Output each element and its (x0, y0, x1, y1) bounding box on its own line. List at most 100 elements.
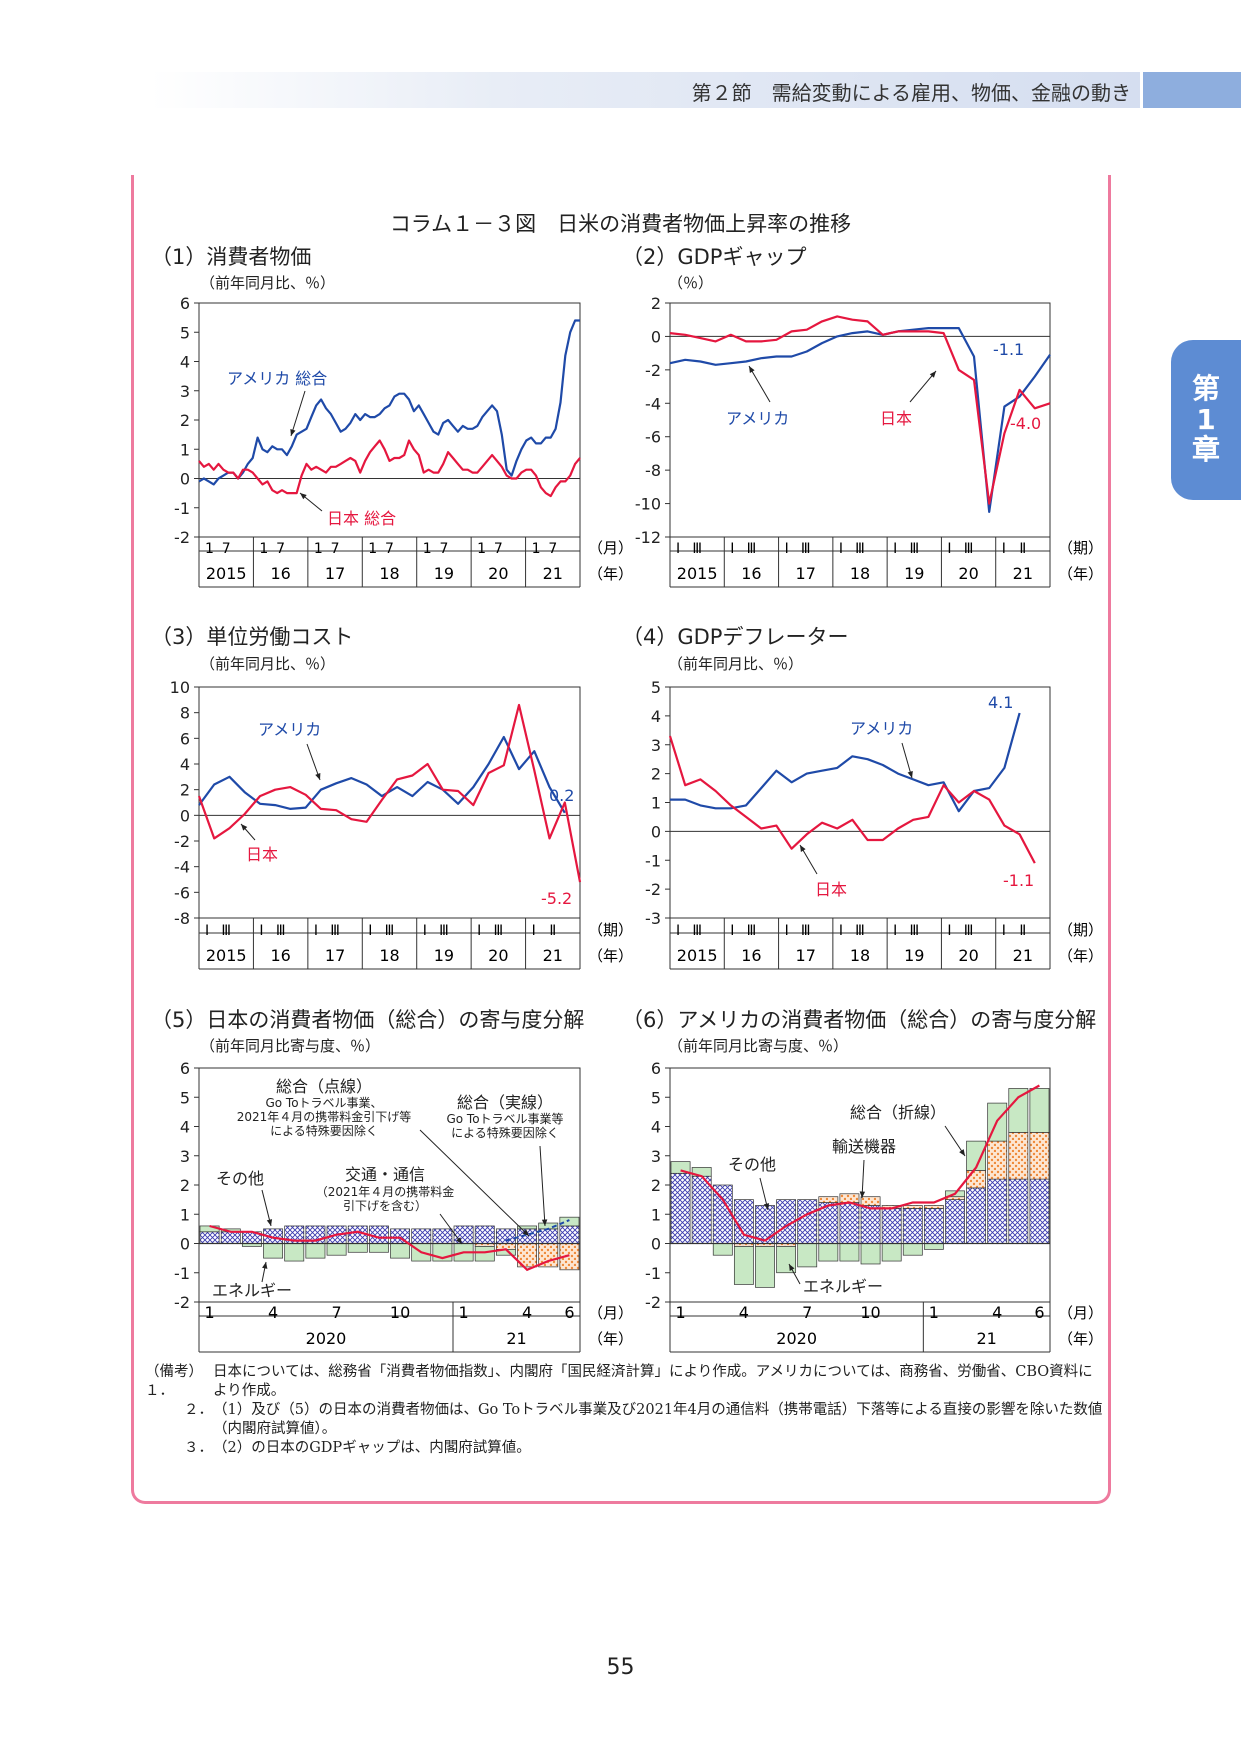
p4-ytick-label: 4 (651, 707, 661, 726)
p6-total-line (680, 1084, 1040, 1242)
p5-xtick-label: 1 (204, 1303, 214, 1322)
p3-end-label-japan: -5.2 (541, 889, 572, 908)
p2-xtick-label: Ⅱ (1019, 541, 1026, 557)
p1-label-japan: 日本 総合 (327, 509, 396, 528)
p2-ytick-label: 2 (651, 294, 661, 313)
p1-xtick-label: 7 (331, 541, 340, 557)
p5-annot-solid-l2: による特殊要因除く (451, 1125, 559, 1140)
p6-ytick-label: 3 (651, 1147, 661, 1166)
p3-ytick-label: -6 (174, 883, 190, 902)
p1-arrow-usa-head (290, 429, 296, 436)
p4-xtick-label: Ⅱ (1019, 923, 1026, 939)
p5-year-unit: （年） (588, 1330, 633, 1348)
p5-annot-solid: 総合（実線） (457, 1093, 553, 1112)
p5-ytick-label: -1 (174, 1264, 190, 1283)
pane-unit-6: （前年同月比寄与度、％） (668, 1037, 849, 1055)
p2-label-usa: アメリカ (726, 409, 789, 428)
p1-xtick-label: 7 (439, 541, 448, 557)
p2-xtick-label: Ⅰ (730, 541, 734, 557)
p6-xtick-label: 6 (1034, 1303, 1044, 1322)
p2-xtick-label: Ⅲ (801, 541, 811, 557)
p2-x-unit: （期） (1058, 539, 1103, 557)
p1-year-label: 16 (270, 564, 290, 583)
p6-bar-energy (1008, 1088, 1029, 1133)
p5-annot-dashed-l3: による特殊要因除く (270, 1123, 378, 1138)
p4-year-label: 21 (1013, 946, 1033, 965)
p6-annot-energy: エネルギー (803, 1277, 883, 1296)
p4-ytick-label: 1 (651, 794, 661, 813)
p3-xtick-label: Ⅰ (368, 923, 372, 939)
p5-arrow-dashed-head (522, 1229, 529, 1236)
p5-xtick-label: 1 (458, 1303, 468, 1322)
p2-year-label: 21 (1013, 564, 1033, 583)
p6-bar-transport (818, 1196, 839, 1203)
p3-arrow-japan-head (241, 824, 248, 831)
p6-bar-energy (712, 1243, 733, 1256)
p1-xtick-label: 7 (222, 541, 231, 557)
pane-unit-1: （前年同月比、％） (200, 274, 336, 292)
p4-end-label-japan: -1.1 (1003, 871, 1034, 890)
p1-xtick-label: 7 (494, 541, 503, 557)
p2-arrow-usa-head (749, 366, 755, 373)
p5-arrow-dashed (419, 1129, 530, 1237)
p6-ytick-label: 6 (651, 1059, 661, 1078)
p6-arrow-total-head (959, 1149, 965, 1156)
p2-label-japan: 日本 (880, 409, 912, 428)
p4-xtick-label: Ⅲ (692, 923, 702, 939)
p5-ytick-label: -2 (174, 1293, 190, 1312)
p6-bar-others (670, 1172, 691, 1244)
p3-xtick-label: Ⅲ (385, 923, 395, 939)
p6-bar-others (1029, 1178, 1050, 1244)
p6-year-label: 21 (976, 1329, 996, 1348)
p3-xtick-label: Ⅰ (532, 923, 536, 939)
p6-bar-energy (839, 1243, 860, 1262)
p4-ytick-label: -3 (645, 909, 661, 928)
p2-arrow-usa (748, 365, 771, 403)
p3-ytick-label: 2 (180, 781, 190, 800)
p1-year-label: 21 (543, 564, 563, 583)
p5-annot-dashed-l1: Go Toトラベル事業、 (265, 1096, 382, 1110)
p1-xtick-label: 7 (276, 541, 285, 557)
p2-ytick-label: -12 (635, 528, 661, 547)
p5-total-dashed-line (505, 1219, 570, 1242)
p5-xtick-label: 7 (331, 1303, 341, 1322)
pane-title-4: （4）GDPデフレーター (622, 625, 849, 649)
p6-bar-others (923, 1208, 944, 1244)
pane-title-6: （6）アメリカの消費者物価（総合）の寄与度分解 (622, 1008, 1097, 1032)
p2-xtick-label: Ⅰ (1002, 541, 1006, 557)
p2-xtick-label: Ⅰ (947, 541, 951, 557)
p1-ytick-label: 1 (180, 440, 190, 459)
p1-xtick-label: 1 (259, 541, 268, 557)
p2-ytick-label: -8 (645, 461, 661, 480)
p5-arrow-telecom-head (455, 1237, 462, 1244)
section-header: 第２節 需給変動による雇用、物価、金融の動き (691, 81, 1131, 105)
p4-xtick-label: Ⅰ (676, 923, 680, 939)
header-band (150, 72, 1140, 108)
pane-unit-2: （％） (668, 274, 714, 292)
header-tab (1143, 72, 1241, 108)
p6-ytick-label: -1 (645, 1264, 661, 1283)
p3-year-label: 16 (270, 946, 290, 965)
p2-xtick-label: Ⅲ (855, 541, 865, 557)
p1-arrow-japan-head (300, 493, 307, 500)
p1-ytick-label: 4 (180, 353, 190, 372)
p4-year-label: 18 (850, 946, 870, 965)
p6-bar-energy (797, 1243, 818, 1268)
chapter-tab[interactable]: 第 1 章 (1171, 340, 1241, 500)
p3-xtick-label: Ⅲ (439, 923, 449, 939)
p2-ytick-label: -10 (635, 495, 661, 514)
note-2: （1）及び（5）の日本の消費者物価は、Go Toトラベル事業及び2021年4月の… (213, 1402, 1103, 1437)
p2-xtick-label: Ⅰ (839, 541, 843, 557)
p4-year-unit: （年） (1058, 947, 1103, 965)
p1-ytick-label: 5 (180, 323, 190, 342)
p5-x-unit: （月） (588, 1304, 633, 1322)
p2-xtick-label: Ⅲ (909, 541, 919, 557)
p6-bar-others (902, 1208, 923, 1244)
p6-bar-energy (966, 1140, 987, 1171)
p6-xtick-label: 7 (802, 1303, 812, 1322)
p1-xtick-label: 7 (385, 541, 394, 557)
p1-ytick-label: 0 (180, 470, 190, 489)
p6-bar-transport (966, 1170, 987, 1189)
